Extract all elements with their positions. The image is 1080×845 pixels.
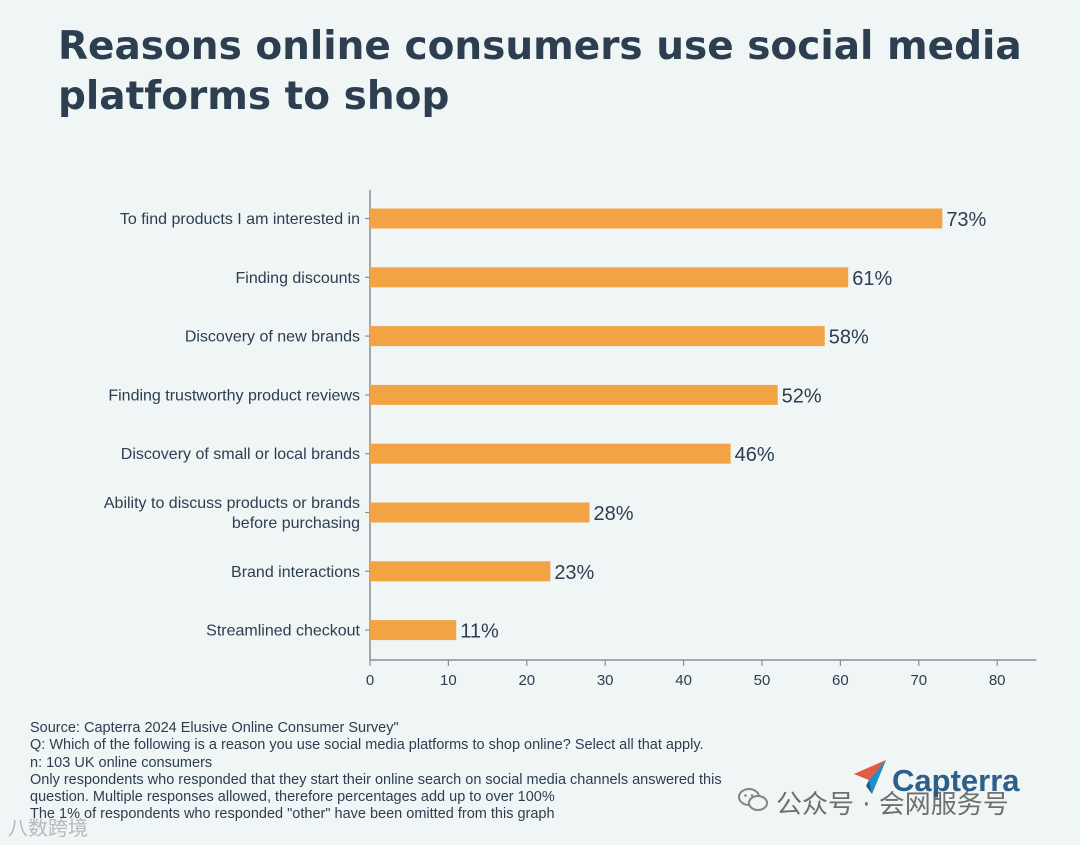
footnote-source: Source: Capterra 2024 Elusive Online Con… [30,720,399,736]
data-label: 23% [554,562,594,584]
data-label: 61% [852,268,892,290]
x-tick-label: 20 [518,672,535,689]
wechat-icon [738,787,768,818]
category-label: Streamlined checkout [206,623,360,640]
bar [370,443,731,464]
category-label: Discovery of new brands [185,329,360,346]
footnote-question: Q: Which of the following is a reason yo… [30,737,704,754]
x-tick-label: 60 [832,672,849,689]
category-label: Brand interactions [231,564,360,581]
watermark: 公众号 · 会网服务号 [738,784,1009,821]
x-tick-label: 70 [910,672,927,689]
data-label: 73% [946,209,986,231]
bar [370,326,825,347]
watermark-left-text: 八数跨境 [8,816,88,840]
bar [370,267,849,288]
category-label: To find products I am interested in [120,211,360,228]
footnote-sample: n: 103 UK online consumers [30,754,213,771]
category-label: before purchasing [232,515,360,532]
x-tick-label: 50 [754,672,771,689]
bar [370,561,551,582]
category-label: Finding discounts [235,270,360,287]
footnote-note-2: question. Multiple responses allowed, th… [30,789,555,806]
category-label: Discovery of small or local brands [121,446,360,463]
data-label: 58% [829,327,869,349]
data-label: 11% [460,621,499,643]
watermark-text: 公众号 · 会网服务号 [776,790,1009,820]
bar [370,384,778,405]
data-label: 46% [735,444,775,466]
capterra-logo: Capterra [852,758,1020,803]
x-tick-label: 10 [440,672,457,689]
footnote-note-3: The 1% of respondents who responded "oth… [30,806,555,823]
chart-title: Reasons online consumers use social medi… [58,24,1022,119]
bar [370,620,457,641]
capterra-logo-text: Capterra [892,762,1020,798]
footnotes: Source: Capterra 2024 Elusive Online Con… [30,720,790,824]
x-tick-label: 80 [989,672,1006,689]
footnote-note-1: Only respondents who responded that they… [30,771,722,788]
x-tick-label: 30 [597,672,614,689]
bar [370,502,590,523]
bar-chart: 0 10 20 30 40 50 60 70 80 73% To find products I a… [104,190,1037,689]
data-label: 52% [782,385,822,407]
category-label: Finding trustworthy product reviews [108,387,360,404]
x-tick-label: 0 [366,672,374,689]
category-label: Ability to discuss products or brands [104,495,360,512]
capterra-arrow-icon [852,758,888,803]
data-label: 28% [594,503,634,525]
bar [370,208,943,229]
x-tick-label: 40 [675,672,692,689]
